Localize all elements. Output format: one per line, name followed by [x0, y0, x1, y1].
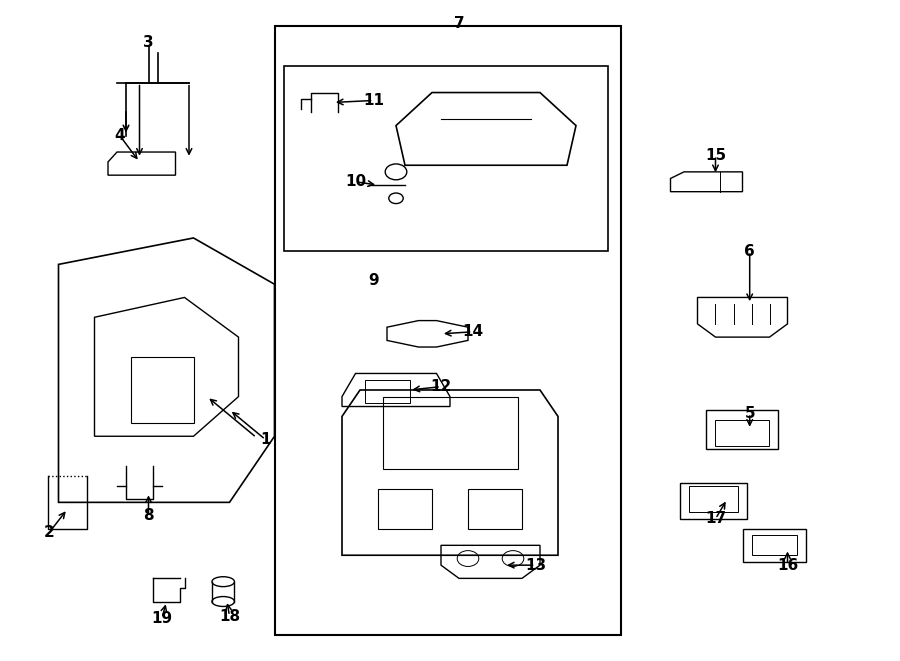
Text: 17: 17 — [705, 512, 726, 526]
Text: 12: 12 — [430, 379, 452, 394]
Text: 13: 13 — [525, 558, 546, 572]
Text: 11: 11 — [363, 93, 384, 108]
Bar — [364, 380, 410, 403]
Text: 8: 8 — [143, 508, 154, 523]
Text: 18: 18 — [219, 609, 240, 623]
Text: 19: 19 — [151, 611, 173, 625]
Text: 7: 7 — [454, 16, 464, 30]
Bar — [130, 357, 194, 423]
Text: 14: 14 — [462, 325, 483, 339]
Bar — [688, 486, 738, 512]
Bar — [284, 66, 608, 251]
Bar — [716, 420, 770, 446]
Bar — [382, 397, 518, 469]
Bar — [468, 489, 522, 529]
Bar — [752, 535, 796, 555]
Text: 3: 3 — [143, 36, 154, 50]
Text: 6: 6 — [744, 244, 755, 258]
Text: 2: 2 — [44, 525, 55, 539]
Text: 15: 15 — [705, 148, 726, 163]
Bar — [742, 529, 806, 562]
Text: 1: 1 — [260, 432, 271, 447]
Bar — [680, 483, 747, 519]
Bar — [706, 410, 778, 449]
Text: 5: 5 — [744, 406, 755, 420]
Bar — [274, 26, 621, 635]
Text: 10: 10 — [345, 175, 366, 189]
Text: 16: 16 — [777, 558, 798, 572]
Text: 4: 4 — [114, 128, 125, 143]
Text: 9: 9 — [368, 274, 379, 288]
Bar — [378, 489, 432, 529]
